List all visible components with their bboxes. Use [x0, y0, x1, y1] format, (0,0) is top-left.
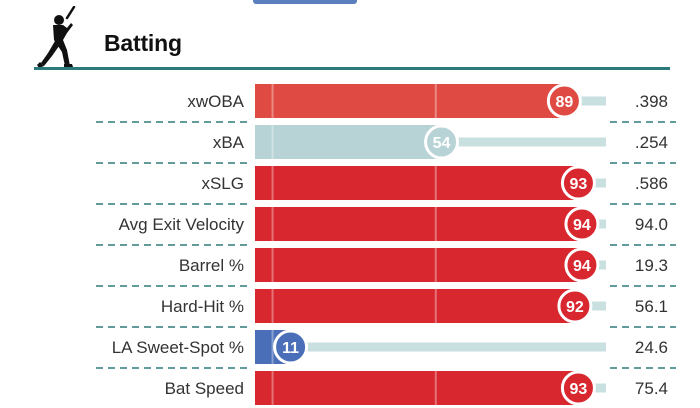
section-title: Batting [104, 30, 182, 56]
metric-value: 94.0 [635, 215, 668, 234]
percentile-bar [255, 371, 579, 405]
section-divider [34, 67, 670, 70]
metric-value: 75.4 [635, 379, 668, 398]
metric-value: .586 [635, 174, 668, 193]
bar-track [255, 342, 606, 352]
metric-value: .398 [635, 92, 668, 111]
percentile-circle [546, 83, 582, 119]
percentile-bar [255, 166, 579, 200]
percentile-number: 94 [573, 217, 591, 234]
percentile-circle [557, 288, 593, 324]
percentile-number: 11 [282, 340, 299, 357]
metric-label: Bat Speed [165, 379, 244, 398]
metric-value: 24.6 [635, 338, 668, 357]
metric-row: 89 xwOBA .398 [96, 83, 676, 123]
metric-row: 54 xBA .254 [96, 124, 676, 164]
metric-row: 94 Avg Exit Velocity 94.0 [96, 206, 676, 246]
percentile-circle [273, 329, 309, 365]
batter-icon [37, 6, 76, 68]
metric-value: .254 [635, 133, 668, 152]
percentile-circle [560, 370, 596, 406]
metric-row: 94 Barrel % 19.3 [96, 247, 676, 287]
metric-value: 56.1 [635, 297, 668, 316]
metric-label: Hard-Hit % [161, 297, 244, 316]
percentile-number: 54 [433, 135, 451, 152]
metric-row: 93 Bat Speed 75.4 [165, 370, 668, 406]
metric-row: 92 Hard-Hit % 56.1 [96, 288, 676, 328]
percentile-bar [255, 289, 575, 323]
percentile-number: 93 [570, 176, 588, 193]
percentile-circle [564, 247, 600, 283]
percentile-circle [560, 165, 596, 201]
percentile-bar [255, 84, 565, 118]
metric-label: xBA [213, 133, 245, 152]
percentile-circle [564, 206, 600, 242]
metric-row: 93 xSLG .586 [96, 165, 676, 205]
percentile-number: 93 [570, 381, 588, 398]
percentile-number: 89 [555, 94, 573, 111]
previous-section-bar [253, 0, 357, 4]
percentile-bar [255, 248, 582, 282]
metric-row: 11 LA Sweet-Spot % 24.6 [96, 329, 676, 369]
metric-label: xSLG [201, 174, 244, 193]
metric-value: 19.3 [635, 256, 668, 275]
metric-label: xwOBA [187, 92, 244, 111]
percentile-bar [255, 207, 582, 241]
percentile-number: 92 [566, 299, 584, 316]
percentile-circle [424, 124, 460, 160]
percentile-bar [255, 125, 442, 159]
metric-label: LA Sweet-Spot % [112, 338, 244, 357]
metric-label: Barrel % [179, 256, 244, 275]
percentile-number: 94 [573, 258, 591, 275]
metric-label: Avg Exit Velocity [119, 215, 245, 234]
